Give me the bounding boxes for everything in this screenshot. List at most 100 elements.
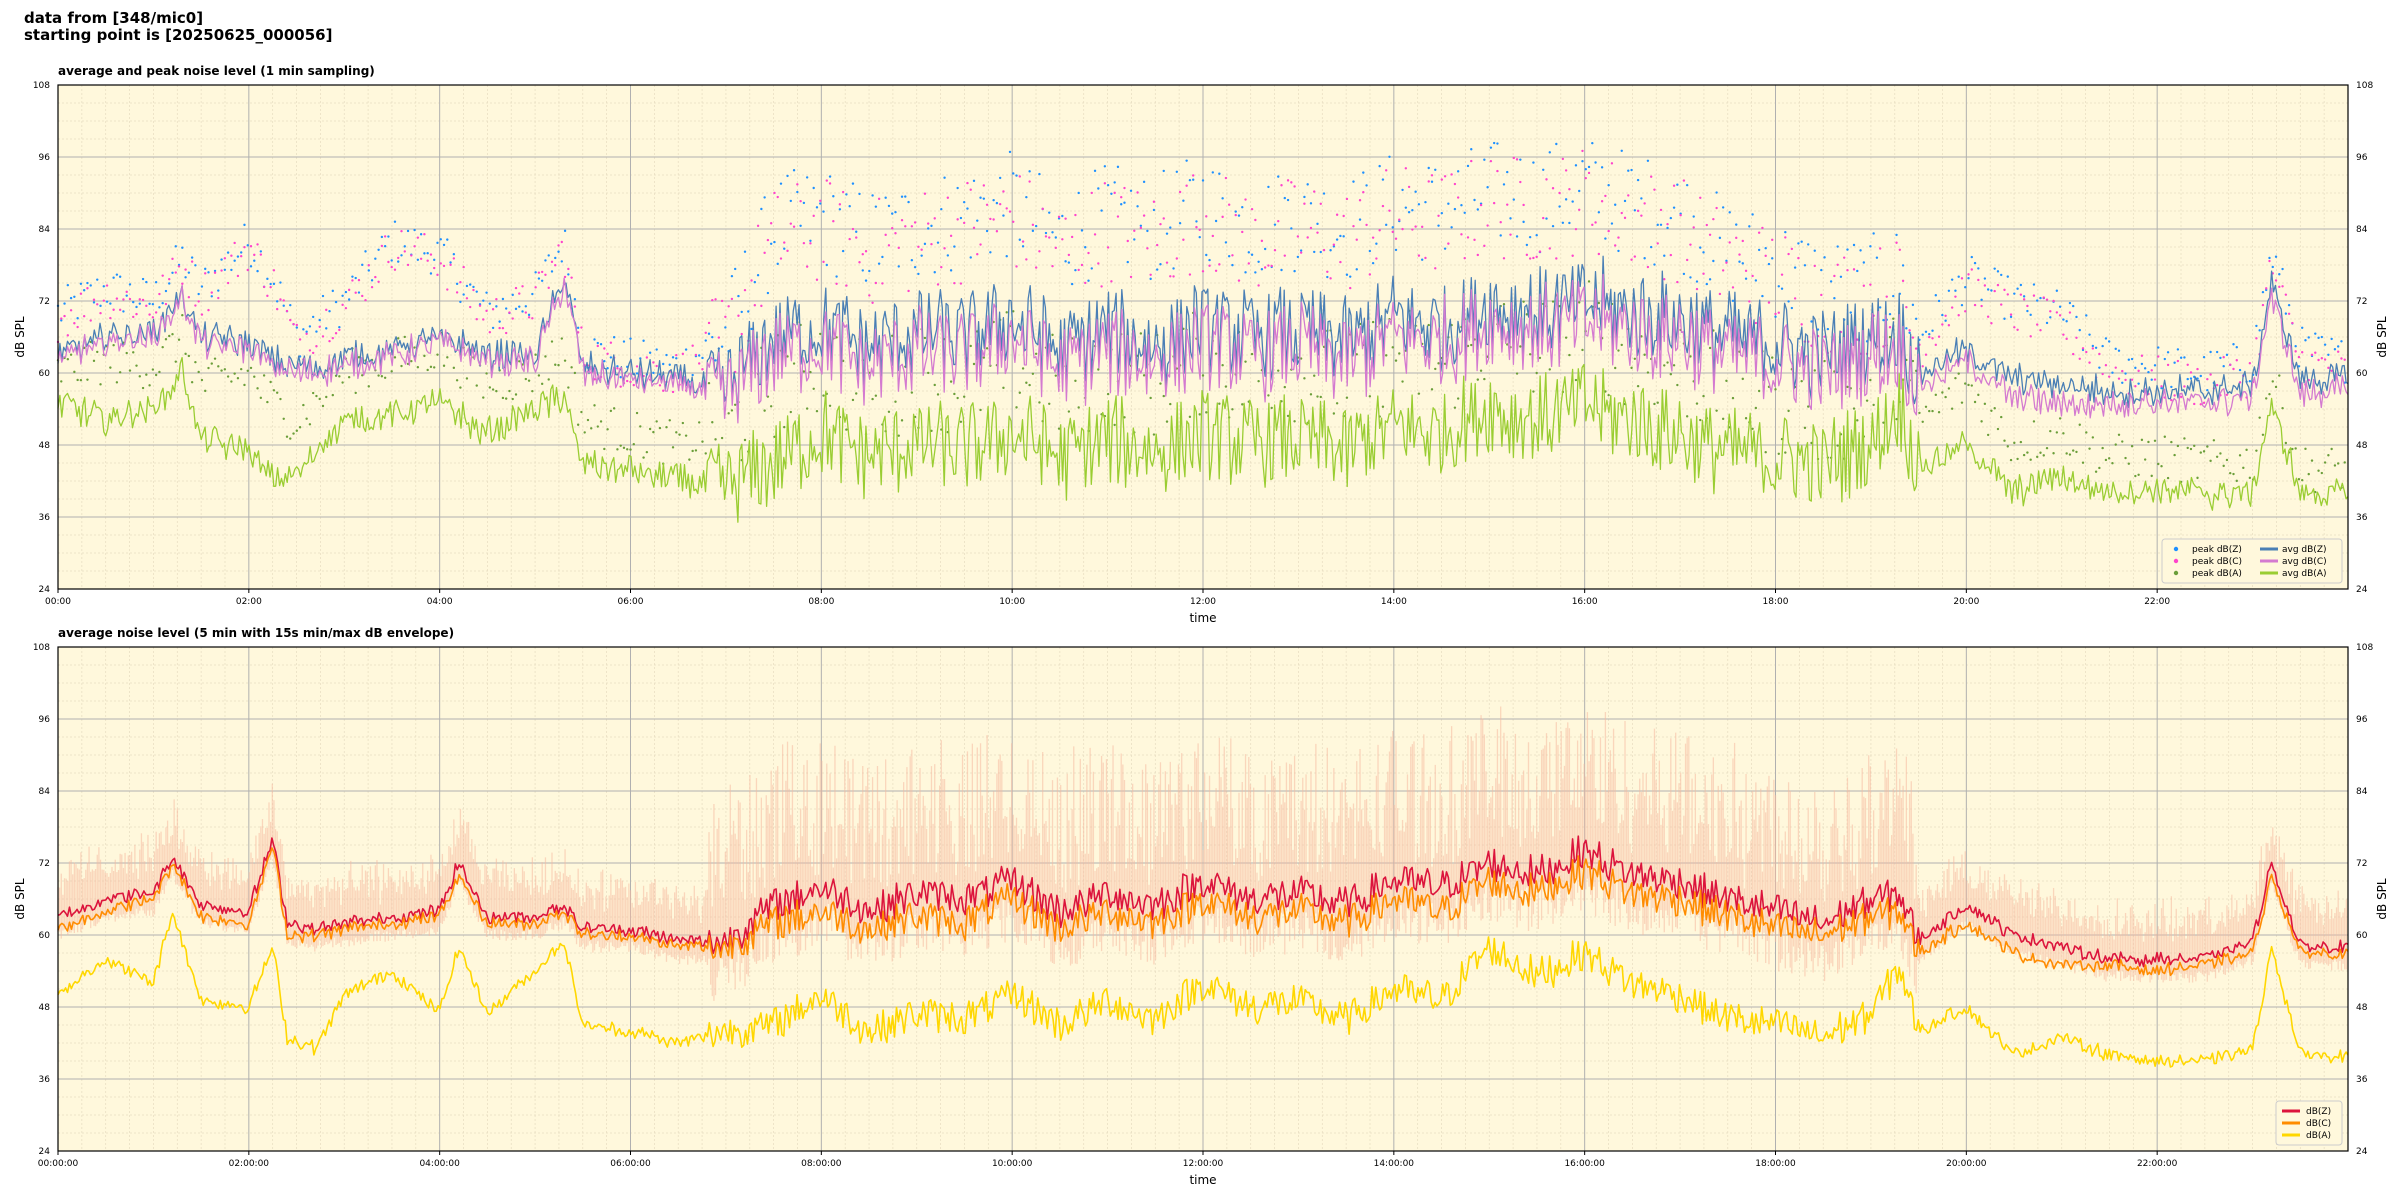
chart-top-peak-point [949,269,953,272]
chart-top-peak-point [2320,357,2324,360]
chart-top-peak-point [2058,314,2062,317]
chart-top-peak-point [1034,224,1038,228]
chart-top-peak-point [747,310,750,313]
chart-top-peak-point [1198,235,1201,239]
chart-top-peak-point [220,369,223,372]
chart-top-peak-point [272,269,276,272]
chart-top-peak-point [1574,164,1578,167]
chart-top-peak-point [1604,194,1607,198]
chart-top-peak-point [1057,215,1061,219]
chart-top-peak-point [2274,255,2278,258]
chart-top-peak-point [446,288,449,291]
chart-top-peak-point [1581,348,1584,352]
chart-top-peak-point [2075,450,2078,454]
chart-top-peak-point [1699,246,1702,249]
chart-bottom-xtick-label: 08:00:00 [801,1159,842,1169]
chart-top-peak-point [668,363,671,366]
chart-top-peak-point [1666,222,1669,226]
chart-top-peak-point [554,363,557,366]
chart-top-peak-point [2160,465,2163,468]
chart-top-peak-point [825,179,828,182]
chart-top-peak-point [1414,225,1417,228]
chart-top-peak-point [2281,285,2284,288]
chart-top-peak-point [452,253,456,256]
chart-top-peak-point [1558,191,1561,195]
chart-top-peak-point [1486,224,1489,227]
chart-top-peak-point [2307,336,2310,339]
chart-top-peak-point [1604,237,1607,240]
chart-bottom-ytick-right: 24 [2356,1147,2368,1157]
chart-top-peak-point [128,369,132,372]
chart-top-peak-point [498,320,501,323]
chart-top-peak-point [393,268,397,271]
chart-top-peak-point [995,201,999,205]
chart-top-peak-point [2330,447,2333,451]
chart-top-peak-point [848,237,851,241]
chart-top-peak-point [1002,214,1005,217]
chart-top-peak-point [1165,261,1169,264]
chart-top-peak-point [63,302,66,305]
chart-top-peak-point [1322,248,1326,252]
chart-top-peak-point [1355,238,1358,241]
chart-top-peak-point [204,267,207,271]
chart-top-peak-point [2219,452,2222,455]
chart-top-peak-point [887,204,891,208]
chart-top-peak-point [1034,352,1038,355]
chart-top-peak-point [485,291,488,294]
chart-top-peak-point [76,325,79,329]
chart-top-peak-point [923,336,927,340]
chart-top-peak-point [433,258,436,262]
chart-top-peak-point [266,294,269,298]
chart-top-peak-point [2255,324,2258,328]
chart-top-peak-point [1656,223,1659,227]
chart-top-peak-point [2248,476,2252,480]
chart-top-peak-point [1666,361,1669,364]
chart-top-peak-point [2202,450,2206,453]
chart-top-peak-point [946,254,950,257]
chart-top-peak-point [2268,256,2271,260]
chart-top-peak-point [233,372,236,375]
chart-top-peak-point [1793,297,1797,300]
chart-top-peak-point [2130,357,2134,361]
chart-top-peak-point [1031,372,1035,375]
chart-top-peak-point [753,280,757,284]
chart-top-peak-point [1954,289,1957,292]
chart-top-peak-point [455,282,459,286]
chart-top-peak-point [2117,377,2121,380]
chart-top-peak-point [1146,247,1149,250]
chart-top-xtick-label: 22:00 [2144,597,2170,607]
chart-top-peak-point [426,368,429,372]
chart-top-peak-point [168,334,171,338]
chart-top-peak-point [1424,256,1427,260]
chart-bottom-xtick-label: 16:00:00 [1564,1159,1605,1169]
chart-top-peak-point [750,279,753,282]
chart-top-peak-point [1581,149,1584,153]
chart-top-peak-point [1970,268,1973,271]
chart-top-peak-point [848,205,851,208]
chart-top-peak-point [334,300,338,304]
chart-bottom-xtick-label: 10:00:00 [992,1159,1033,1169]
chart-top-peak-point [841,249,845,253]
chart-top-peak-point [881,282,884,285]
chart-top-peak-point [1028,383,1031,387]
chart-top-peak-point [1182,199,1185,202]
chart-top-peak-point [1021,367,1025,370]
chart-top-peak-point [1882,318,1885,322]
chart-top-legend-label: avg dB(Z) [2282,545,2327,555]
chart-top-peak-point [2101,446,2104,450]
chart-top-peak-point [1427,166,1430,170]
chart-top-peak-point [1581,160,1584,163]
chart-top-peak-point [1106,183,1110,187]
chart-top-peak-point [1342,214,1345,218]
chart-top-peak-point [1430,388,1434,391]
chart-top-peak-point [927,222,930,225]
chart-top-peak-point [1780,287,1784,290]
chart-top-peak-point [1519,180,1522,184]
chart-top-peak-point [249,265,253,268]
chart-top-peak-point [1833,297,1836,300]
chart-top-peak-point [1254,218,1257,222]
chart-top-peak-point [1914,347,1918,350]
chart-top-peak-point [1895,241,1898,244]
chart-top-xtick-label: 04:00 [427,597,453,607]
chart-top-peak-point [1895,417,1898,421]
